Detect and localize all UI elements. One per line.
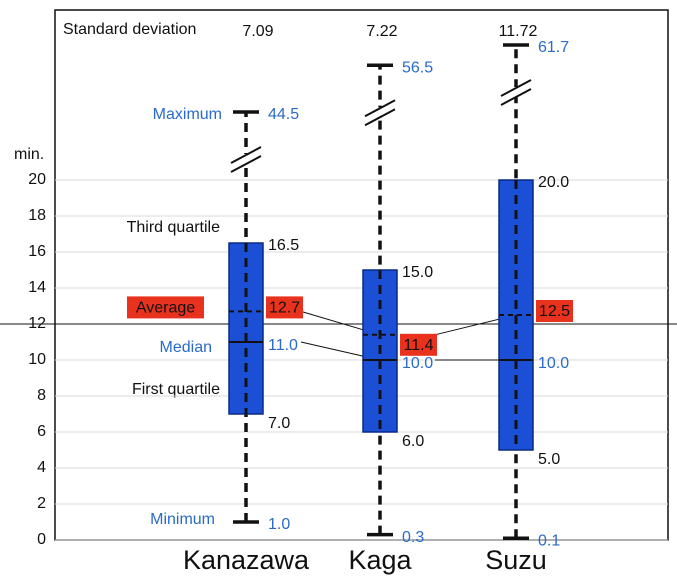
q3-value: 16.5 <box>268 237 299 254</box>
q1-value: 7.0 <box>268 415 290 432</box>
min-value: 1.0 <box>268 516 290 533</box>
axis-break <box>500 79 532 97</box>
median-label: Median <box>160 339 212 356</box>
plot-frame <box>54 9 669 541</box>
max-value: 56.5 <box>402 59 433 76</box>
y-tick-label: 4 <box>37 459 46 476</box>
std-value: 7.22 <box>366 23 397 40</box>
std-value: 7.09 <box>242 23 273 40</box>
axis-break <box>364 99 396 118</box>
mean-badge <box>536 300 573 322</box>
max-label: Maximum <box>153 106 222 123</box>
max-value: 44.5 <box>268 106 299 123</box>
y-tick-label: 6 <box>37 423 46 440</box>
y-axis-label: min. <box>14 146 44 163</box>
min-value: 0.3 <box>402 529 424 546</box>
q1-value: 5.0 <box>538 451 560 468</box>
axis-break <box>500 88 532 106</box>
min-label: Minimum <box>150 511 215 528</box>
x-tick-label: Kanazawa <box>183 545 310 575</box>
x-tick-label: Kaga <box>348 545 412 575</box>
axis-break-gap <box>502 87 530 97</box>
y-tick-label: 18 <box>28 207 46 224</box>
box <box>228 242 264 415</box>
q3-value: 20.0 <box>538 174 569 191</box>
y-tick-label: 20 <box>28 171 46 188</box>
axis-break-gap <box>232 154 260 164</box>
median-value: 10.0 <box>402 355 433 372</box>
q3-label: Third quartile <box>127 219 220 236</box>
std-value: 11.72 <box>499 23 538 40</box>
q3-value: 15.0 <box>402 264 433 281</box>
mean-value: 12.5 <box>539 303 570 320</box>
y-tick-label: 14 <box>28 279 46 296</box>
y-tick-label: 10 <box>28 351 46 368</box>
y-tick-label: 2 <box>37 495 46 512</box>
x-tick-label: Suzu <box>485 545 547 575</box>
y-tick-label: 16 <box>28 243 46 260</box>
median-value: 11.0 <box>268 337 298 354</box>
axis-break <box>230 155 262 173</box>
std-label: Standard deviation <box>63 21 196 38</box>
axis-break-gap <box>366 107 394 118</box>
axis-break <box>230 146 262 164</box>
y-tick-label: 8 <box>37 387 46 404</box>
median-value: 10.0 <box>538 355 569 372</box>
min-value: 0.1 <box>538 532 560 549</box>
mean-label: Average <box>136 300 195 317</box>
mean-badge <box>400 333 437 356</box>
q1-value: 6.0 <box>402 433 424 450</box>
mean-value: 11.4 <box>404 337 434 354</box>
average-badge <box>127 296 204 319</box>
axis-break <box>364 108 396 127</box>
max-value: 61.7 <box>538 39 569 56</box>
y-tick-label: 0 <box>37 531 46 548</box>
mean-badge <box>266 296 303 319</box>
q1-label: First quartile <box>132 381 220 398</box>
mean-value: 12.7 <box>269 300 300 317</box>
